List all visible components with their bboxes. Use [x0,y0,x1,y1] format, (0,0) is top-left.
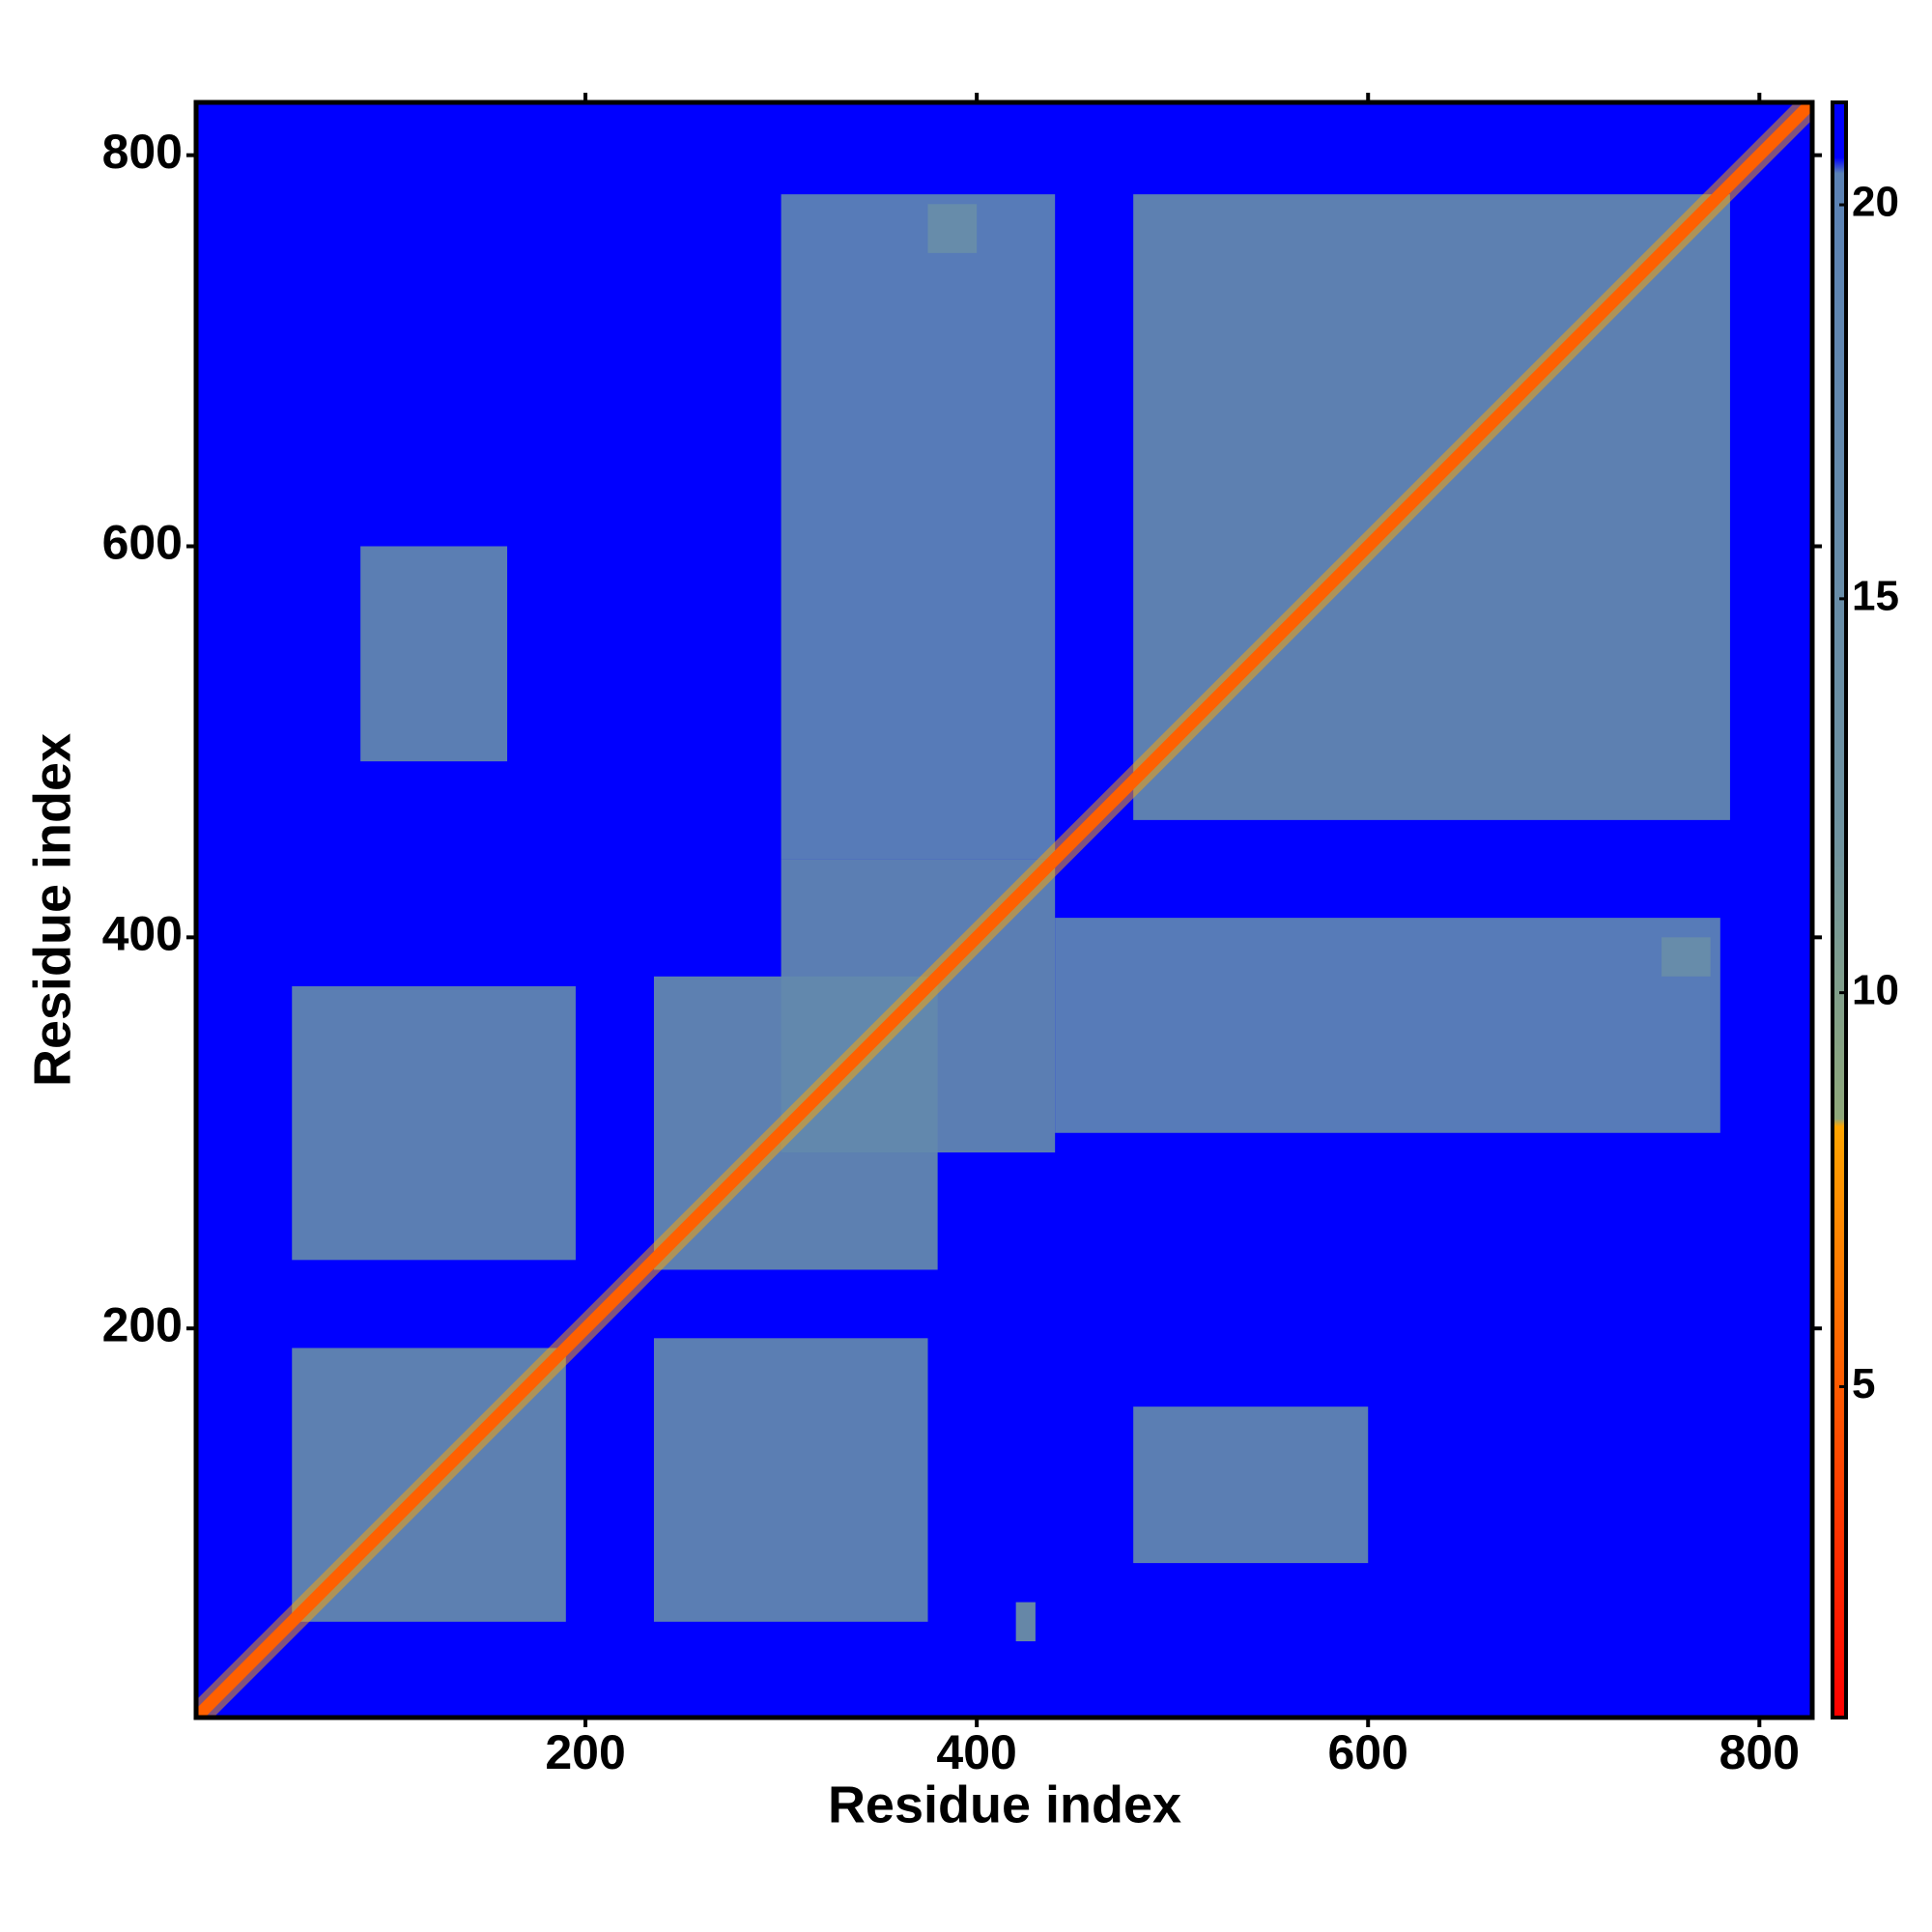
contact-region [1055,918,1720,1133]
x-tick-label: 600 [1328,1725,1408,1779]
diagonal-halo [196,102,1812,1718]
colorbar-frame [1831,100,1848,1719]
x-tick-label: 400 [936,1725,1016,1779]
contact-region [1662,937,1711,977]
plot-frame [193,99,1815,1720]
contact-region [653,1338,928,1622]
colorbar-tick-label: 20 [1852,179,1899,226]
contact-region [927,204,978,253]
colorbar-tick-label: 10 [1852,966,1899,1013]
y-tick-label: 600 [102,516,183,570]
contact-region [292,985,576,1261]
x-tick-label: 800 [1719,1725,1800,1779]
y-tick-label: 800 [102,125,183,179]
contact-region [360,546,508,762]
colorbar [1833,102,1846,1718]
x-tick-label: 200 [545,1725,625,1779]
contact-region [781,194,1056,860]
y-tick-label: 400 [102,907,183,961]
x-axis-title: Residue index [828,1776,1181,1833]
colorbar-tick-label: 5 [1852,1360,1875,1407]
colorbar-tick-label: 15 [1852,572,1899,619]
y-tick-label: 200 [102,1297,183,1351]
y-axis-title: Residue index [23,733,81,1087]
plot-area [196,102,1812,1718]
contact-region [1015,1602,1036,1642]
contact-region [1133,1406,1369,1564]
